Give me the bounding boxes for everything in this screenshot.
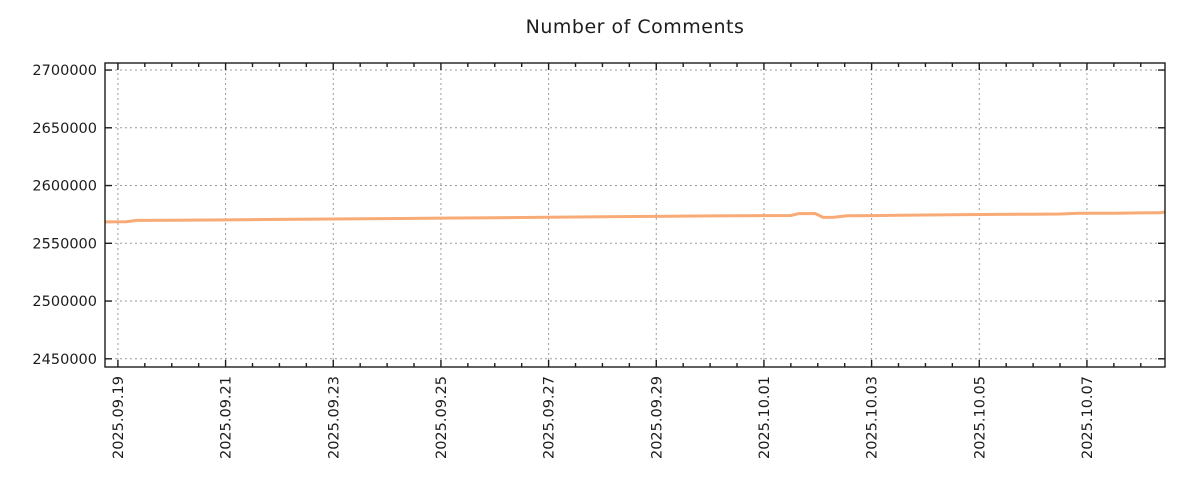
number-of-comments-line xyxy=(104,210,1166,224)
x-tick-label: 2025.09.21 xyxy=(219,376,235,459)
x-tick-label: 2025.10.01 xyxy=(757,376,773,459)
plot-frame xyxy=(104,62,1166,368)
y-tick-label: 2600000 xyxy=(32,179,97,195)
x-tick-label: 2025.10.03 xyxy=(865,376,881,459)
x-tick-label: 2025.10.05 xyxy=(972,376,988,459)
y-tick-label: 2500000 xyxy=(32,294,97,310)
y-tick-label: 2700000 xyxy=(32,63,97,79)
x-tick-label: 2025.09.19 xyxy=(111,376,127,459)
x-tick-label: 2025.09.25 xyxy=(434,376,450,459)
x-tick-label: 2025.10.07 xyxy=(1080,376,1096,459)
x-tick-label: 2025.09.27 xyxy=(542,376,558,459)
chart-title: Number of Comments xyxy=(525,16,745,38)
x-tick-label: 2025.09.23 xyxy=(326,376,342,459)
y-tick-label: 2650000 xyxy=(32,121,97,137)
x-tick-label: 2025.09.29 xyxy=(649,376,665,459)
y-tick-label: 2450000 xyxy=(32,352,97,368)
y-tick-label: 2550000 xyxy=(32,236,97,252)
